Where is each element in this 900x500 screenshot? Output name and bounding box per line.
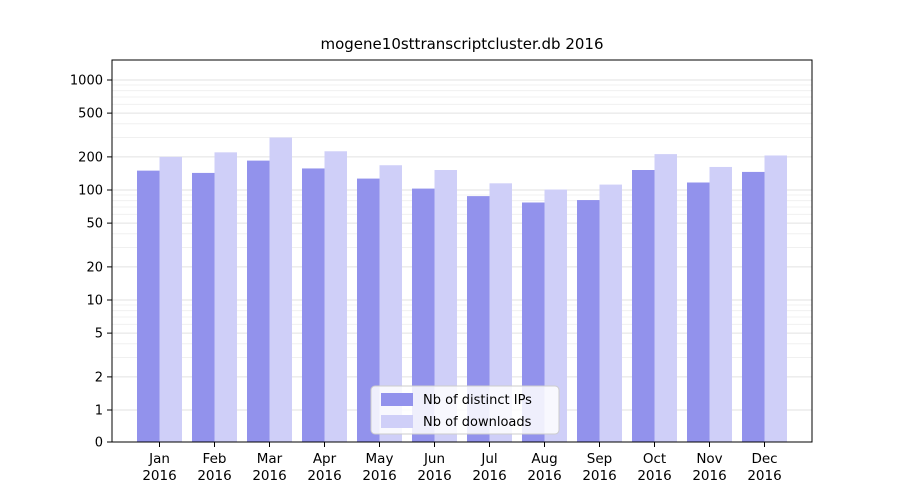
bar-downloads-aug [544,189,567,442]
x-tick-label: Oct 2016 [637,451,671,484]
x-tick-label: Aug 2016 [527,451,561,484]
y-tick-label: 20 [86,260,103,275]
bar-downloads-dec [764,155,787,442]
bar-downloads-may [379,165,402,442]
legend-swatch-distinct-ips [381,393,413,406]
legend-box [370,385,560,435]
plot-border [111,59,813,443]
x-tick-label: Dec 2016 [747,451,781,484]
legend-label-downloads: Nb of downloads [423,415,532,430]
bar-distinct-ips-mar [247,160,270,442]
y-tick-label: 2 [95,370,103,385]
bar-downloads-oct [654,154,677,442]
y-axis: 0 1 2 5 10 20 50 100 200 500 1000 [70,74,112,451]
y-tick-label: 200 [78,150,103,165]
bar-downloads-apr [324,151,347,442]
legend: Nb of distinct IPs Nb of downloads [370,385,560,435]
y-tick-label: 5 [95,327,103,342]
bar-distinct-ips-may [357,178,380,442]
y-tick-label: 100 [78,184,103,199]
x-tick-label: Jan 2016 [142,451,176,484]
legend-swatch-downloads [381,415,413,428]
bar-distinct-ips-sep [577,200,600,442]
y-tick-label: 1 [95,404,103,419]
y-tick-label: 10 [86,294,103,309]
bar-distinct-ips-feb [192,172,215,443]
bar-distinct-ips-jul [467,196,490,442]
x-axis: Jan 2016 Feb 2016 Mar 2016 Apr 2016 May 2016 Jun 20… [142,442,782,484]
bar-downloads-nov [709,166,732,442]
y-tick-label: 1000 [70,74,103,89]
bar-downloads-jan [159,156,182,442]
x-tick-label: May 2016 [362,451,396,484]
y-tick-label: 500 [78,107,103,122]
x-tick-label: Feb 2016 [197,451,231,484]
bars [137,137,787,443]
bar-distinct-ips-oct [632,169,655,443]
bar-downloads-jun [434,169,457,443]
chart-title: mogene10sttranscriptcluster.db 2016 [321,35,604,53]
x-tick-label: Jul 2016 [472,451,506,484]
bar-distinct-ips-jan [137,170,160,443]
x-tick-label: Sep 2016 [582,451,616,484]
x-tick-label: Nov 2016 [692,451,726,484]
bar-distinct-ips-apr [302,168,325,442]
legend-label-distinct-ips: Nb of distinct IPs [423,393,532,408]
x-tick-label: Apr 2016 [307,451,341,484]
bar-distinct-ips-jun [412,188,435,442]
bar-downloads-mar [269,137,292,442]
x-tick-label: Mar 2016 [252,451,286,484]
bar-downloads-sep [599,184,622,443]
y-tick-label: 0 [95,436,103,451]
bar-distinct-ips-aug [522,202,545,442]
bar-distinct-ips-nov [687,182,710,442]
x-tick-label: Jun 2016 [417,451,451,484]
bar-downloads-feb [214,152,237,443]
bar-downloads-jul [489,183,512,442]
y-tick-label: 50 [86,217,103,232]
bar-distinct-ips-dec [742,171,765,442]
